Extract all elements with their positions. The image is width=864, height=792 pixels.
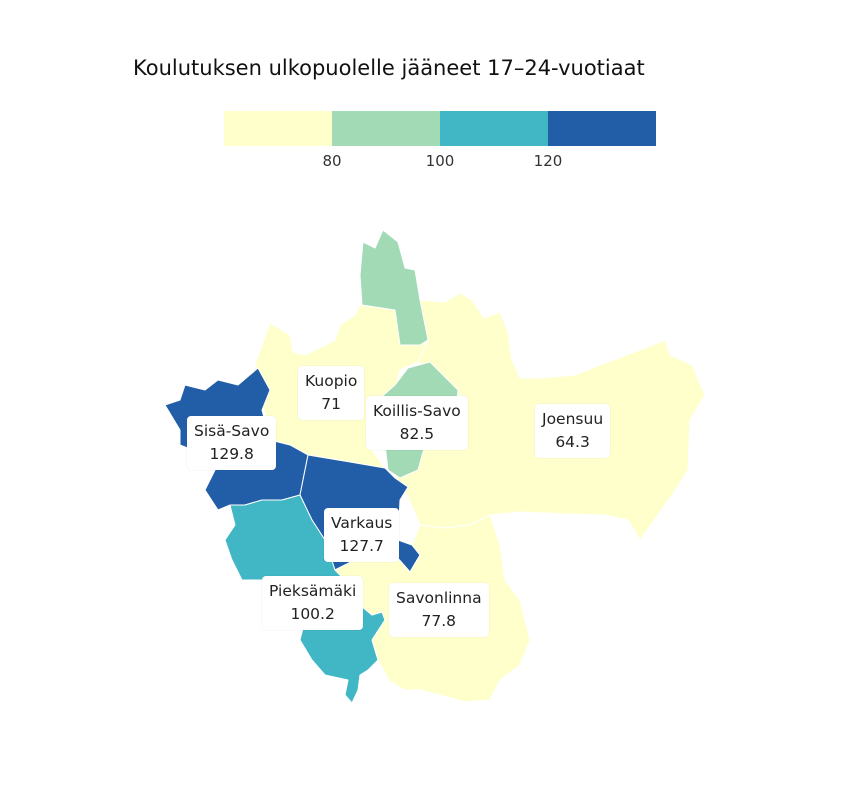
region-value: 71 (321, 395, 342, 413)
region-value: 77.8 (421, 612, 457, 630)
label-savonlinna: Savonlinna 77.8 (389, 583, 489, 637)
region-value: 64.3 (555, 433, 590, 451)
region-name: Koillis-Savo (373, 402, 461, 420)
region-value: 127.7 (339, 537, 384, 555)
label-joensuu: Joensuu 64.3 (535, 404, 611, 458)
label-pieksamaki: Pieksämäki 100.2 (262, 576, 364, 630)
region-name: Joensuu (542, 410, 604, 428)
region-name: Varkaus (331, 514, 393, 532)
map-title: Koulutuksen ulkopuolelle jääneet 17–24-v… (133, 56, 645, 80)
label-varkaus: Varkaus 127.7 (324, 508, 400, 562)
label-sisa-savo: Sisä-Savo 129.8 (187, 416, 277, 470)
region-name: Sisä-Savo (194, 422, 270, 440)
region-value: 100.2 (290, 605, 335, 623)
label-kuopio: Kuopio 71 (298, 366, 365, 420)
legend-bin-4 (548, 111, 656, 146)
region-name: Kuopio (305, 372, 358, 390)
label-koillis-savo: Koillis-Savo 82.5 (366, 396, 468, 450)
region-name: Pieksämäki (269, 582, 357, 600)
legend-tick-100: 100 (425, 152, 455, 170)
legend-bin-2 (332, 111, 440, 146)
legend-tick-120: 120 (533, 152, 563, 170)
legend-bin-3 (440, 111, 548, 146)
region-name: Savonlinna (396, 589, 482, 607)
region-value: 129.8 (209, 445, 254, 463)
region-koillis-savo-north[interactable] (359, 229, 429, 346)
region-value: 82.5 (399, 425, 435, 443)
legend-tick-80: 80 (322, 152, 342, 170)
legend-bin-1 (224, 111, 332, 146)
